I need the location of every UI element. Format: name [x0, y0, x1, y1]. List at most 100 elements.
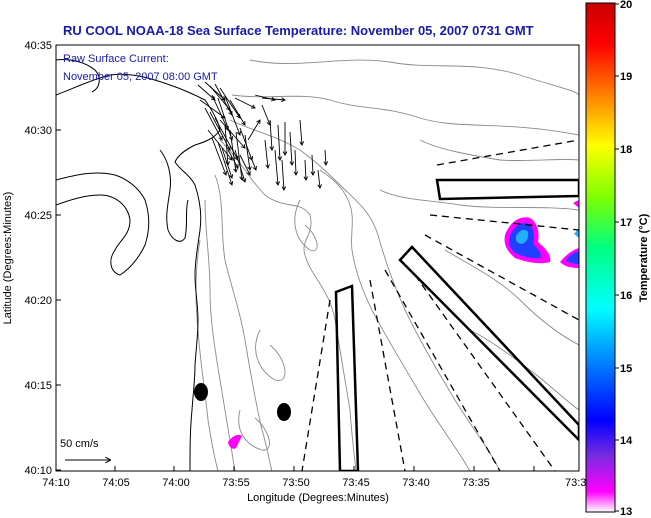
colorbar-tick-label: 13: [620, 506, 632, 518]
current-vector-arrowhead: [269, 146, 275, 151]
current-vector-arrow: [249, 154, 257, 171]
coastline: [56, 59, 221, 471]
temperature-colorbar: 20 19 18 17 16 15 14 13 Temperature (°C): [585, 0, 650, 518]
feature-polygons: [334, 178, 579, 471]
colorbar-tick-label: 17: [620, 217, 632, 229]
current-vector-arrowhead: [250, 104, 256, 109]
current-vector-arrow: [244, 134, 251, 171]
current-vector-arrowhead: [323, 161, 329, 166]
current-vector-arrowhead: [241, 143, 246, 149]
current-legend-line1: Raw Surface Current:: [63, 53, 169, 65]
current-vector-arrow: [277, 124, 281, 161]
current-vector-arrowhead: [226, 145, 231, 151]
y-axis-label: Latitude (Degrees:Minutes): [2, 192, 14, 325]
current-vector-arrowhead: [317, 184, 322, 189]
current-vector-arrowhead: [234, 164, 239, 169]
map-title: RU COOL NOAA-18 Sea Surface Temperature:…: [63, 23, 534, 38]
colorbar-label: Temperature (°C): [638, 213, 650, 302]
current-vector-arrowhead: [239, 176, 244, 181]
current-vector-arrowhead: [265, 164, 270, 169]
y-axis: 40:35 40:30 40:25 40:20 40:15 40:10 Lati…: [2, 40, 61, 477]
current-vector-arrowhead: [228, 136, 234, 141]
current-vector-arrow: [281, 159, 285, 191]
y-tick-label: 40:25: [24, 210, 52, 222]
current-vector-arrow: [217, 141, 233, 186]
current-vector-arrowhead: [270, 96, 276, 102]
current-vector-arrowhead: [236, 130, 241, 136]
current-vector-arrow: [269, 119, 273, 151]
current-legend-line2: November 05, 2007 08:00 GMT: [63, 71, 218, 83]
current-vector-arrowhead: [275, 181, 281, 186]
current-vector-arrowhead: [241, 120, 246, 126]
current-vector-arrowhead: [282, 151, 288, 156]
current-vector-arrow: [229, 129, 237, 173]
current-vector-arrowhead: [241, 178, 247, 183]
current-vector-arrow: [294, 149, 297, 176]
current-vector-arrow: [219, 87, 241, 119]
sst-patch-nearshore: [228, 434, 242, 449]
current-vector-arrow: [211, 137, 227, 176]
current-vector-arrowhead: [222, 170, 228, 176]
current-vectors: [197, 81, 329, 191]
colorbar-tick-label: 15: [620, 363, 632, 375]
x-axis: 74:10 74:05 74:00 73:55 73:50 73:45 73:4…: [42, 466, 586, 504]
current-vector-arrow: [219, 119, 246, 149]
x-tick-label: 74:10: [42, 477, 70, 489]
current-vector-arrow: [224, 95, 241, 136]
current-vector-arrow: [304, 159, 307, 181]
current-vector-arrow: [247, 119, 261, 141]
y-tick-label: 40:15: [24, 380, 52, 392]
current-vector-arrowhead: [228, 174, 234, 179]
bathymetry-contours: [195, 59, 579, 471]
map-frame: [55, 44, 580, 472]
current-vector-arrow: [214, 83, 233, 116]
current-vector-arrow: [235, 131, 243, 181]
current-vector-arrow: [289, 131, 293, 166]
current-vector-arrow: [317, 169, 321, 189]
current-vector-arrow: [261, 104, 271, 126]
current-vector-arrow: [264, 139, 269, 169]
x-tick-label: 73:35: [462, 477, 490, 489]
current-vector-arrowhead: [246, 170, 251, 176]
x-tick-label: 73:40: [402, 477, 430, 489]
current-vector-arrowhead: [252, 165, 257, 171]
current-vector-arrowhead: [236, 113, 241, 119]
current-vector-arrowhead: [247, 166, 252, 171]
current-vector-arrowhead: [220, 96, 226, 101]
current-vector-arrowhead: [281, 186, 287, 191]
colorbar-tick-label: 18: [620, 144, 632, 156]
colorbar-tick-label: 16: [620, 290, 632, 302]
y-tick-label: 40:30: [24, 125, 52, 137]
current-vector-arrow: [197, 84, 216, 101]
colorbar-tick-label: 14: [620, 435, 633, 447]
current-vector-arrow: [311, 154, 314, 176]
map-plot-area: [56, 45, 579, 471]
colorbar-tick-label: 20: [620, 0, 632, 11]
current-vector-arrowhead: [218, 136, 223, 141]
x-tick-label: 73:3: [565, 477, 586, 489]
current-vector-arrow: [324, 149, 327, 166]
x-tick-label: 74:05: [102, 477, 130, 489]
x-tick-label: 73:45: [342, 477, 370, 489]
current-vector-arrowhead: [228, 156, 233, 161]
current-vector-arrow: [217, 97, 233, 141]
current-vector-arrowhead: [293, 171, 299, 176]
current-vector-arrowhead: [303, 176, 309, 181]
current-vector-arrowhead: [228, 181, 234, 186]
current-vector-arrow: [224, 124, 229, 166]
current-vector-arrow: [261, 97, 286, 101]
current-vector-arrowhead: [310, 171, 316, 176]
sst-patch-offshore: [504, 200, 579, 268]
current-vector-arrow: [234, 97, 256, 109]
current-vector-arrow: [274, 149, 279, 186]
current-vector-arrow: [239, 154, 251, 176]
current-scale-label: 50 cm/s: [60, 438, 99, 450]
site-marker-1: [194, 383, 208, 401]
current-vector-arrow: [234, 149, 246, 183]
current-vector-arrowhead: [299, 141, 305, 146]
site-marker-2: [277, 403, 291, 421]
current-vector-arrow: [227, 149, 239, 169]
current-vector-arrow: [221, 147, 233, 179]
current-vector-arrow: [211, 94, 229, 131]
colorbar-tick-label: 19: [620, 71, 632, 83]
